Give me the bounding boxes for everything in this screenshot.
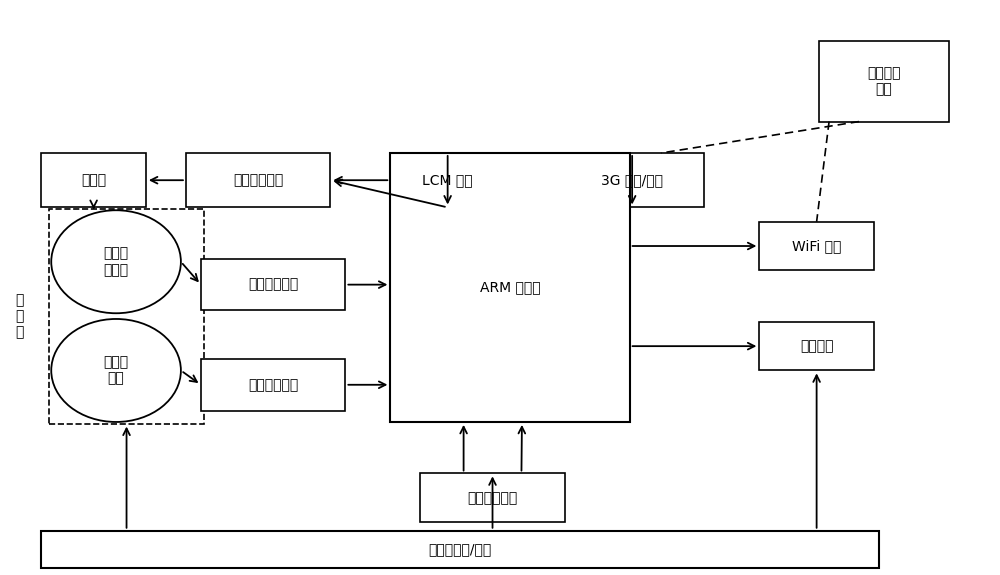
Text: 标定设置按键: 标定设置按键 [467, 491, 518, 505]
Bar [41, 153, 146, 208]
Bar [201, 259, 345, 310]
Text: 电化学
传感器: 电化学 传感器 [104, 247, 129, 277]
Text: 第一信号调理: 第一信号调理 [248, 278, 298, 292]
Bar [819, 41, 949, 121]
Bar [49, 209, 204, 424]
Text: 智能终端
设备: 智能终端 设备 [867, 66, 901, 97]
Text: 吸气控制单元: 吸气控制单元 [233, 173, 283, 187]
Text: 锂电池供电/充电: 锂电池供电/充电 [428, 542, 492, 556]
Text: LCM 显示: LCM 显示 [422, 173, 473, 187]
Text: 声光报警: 声光报警 [800, 339, 833, 353]
Text: 3G 监测/报警: 3G 监测/报警 [601, 173, 663, 187]
Bar [390, 153, 505, 208]
Bar [201, 359, 345, 411]
Text: 吸气泵: 吸气泵 [81, 173, 106, 187]
Ellipse shape [51, 210, 181, 313]
Bar [186, 153, 330, 208]
Bar [759, 222, 874, 270]
Bar [759, 322, 874, 370]
Bar [560, 153, 704, 208]
Bar [390, 153, 630, 422]
Text: 第二信号调理: 第二信号调理 [248, 378, 298, 392]
Text: WiFi 模块: WiFi 模块 [792, 239, 841, 253]
Text: 温度传
感器: 温度传 感器 [104, 355, 129, 386]
Ellipse shape [51, 319, 181, 422]
Bar [41, 531, 879, 568]
Text: ARM 处理器: ARM 处理器 [480, 281, 540, 294]
Text: 气
流
室: 气 流 室 [15, 293, 24, 339]
Bar [420, 473, 565, 522]
